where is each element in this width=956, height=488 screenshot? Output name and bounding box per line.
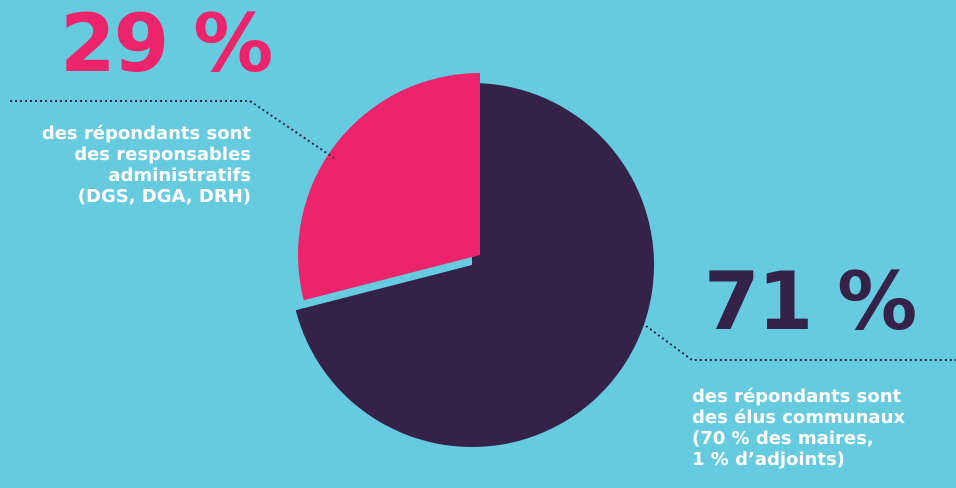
pie-slice-pink bbox=[297, 73, 480, 301]
pink-slice-description: des répondants sont des responsables adm… bbox=[41, 123, 251, 207]
dark-slice-description: des répondants sont des élus communaux (… bbox=[692, 386, 905, 470]
pie-slice-dark bbox=[295, 83, 654, 447]
pink-percentage-label: 29 % bbox=[60, 0, 273, 90]
pink-leader-line bbox=[10, 100, 335, 159]
dark-percentage-label: 71 % bbox=[704, 255, 917, 348]
